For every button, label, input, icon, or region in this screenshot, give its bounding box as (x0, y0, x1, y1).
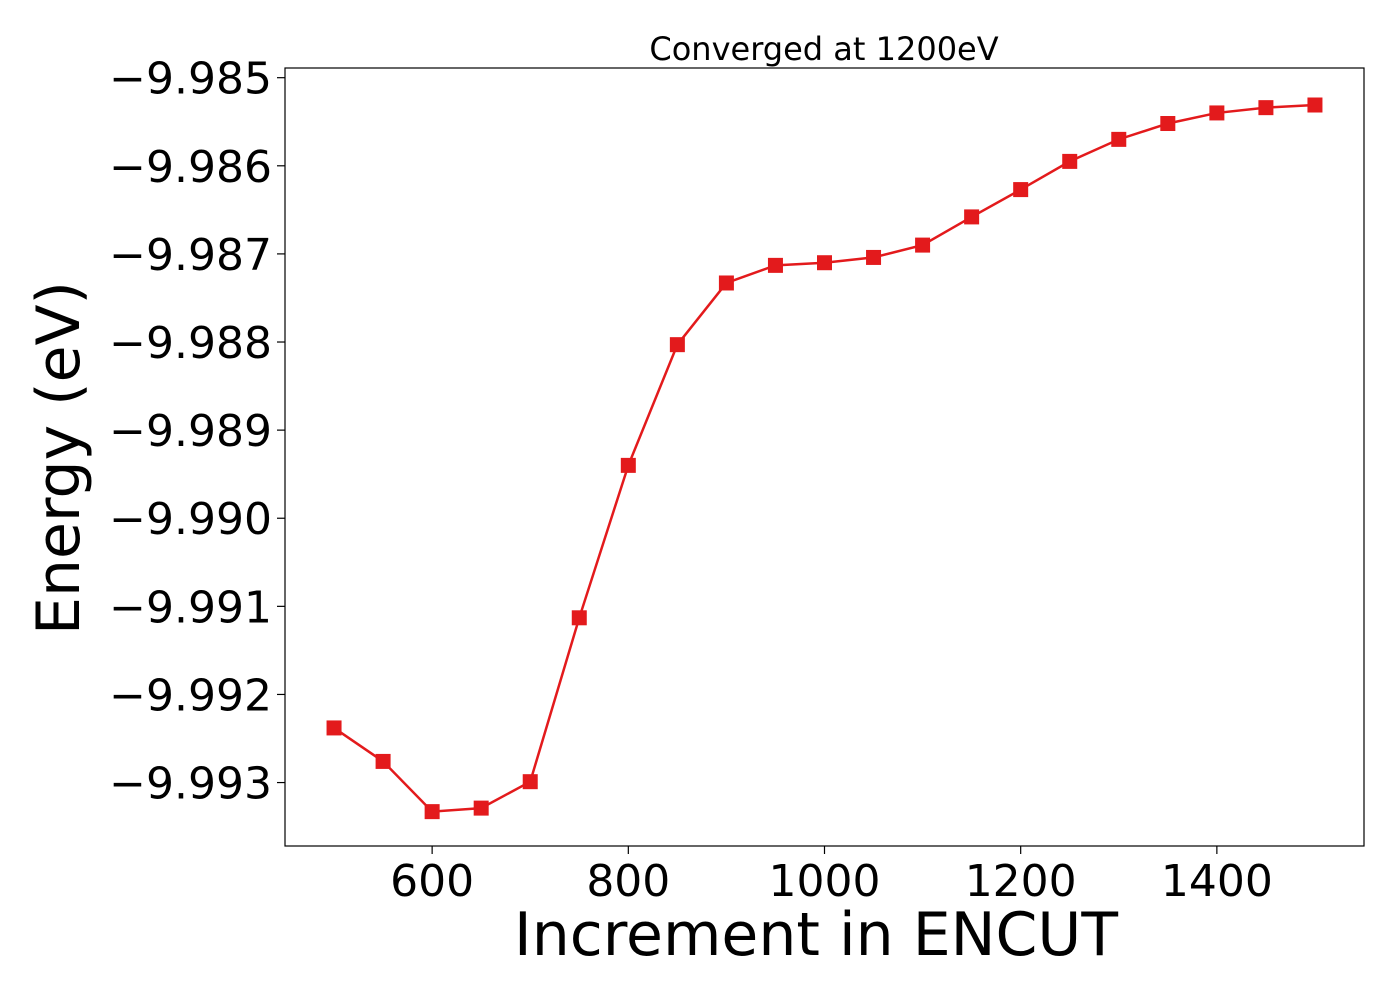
data-point (1209, 105, 1225, 121)
y-axis: −9.985 −9.986 −9.987 −9.988 −9.989 −9.990 −9.9… (109, 54, 285, 810)
y-tick-label: −9.985 (109, 54, 272, 105)
data-point (620, 457, 636, 473)
y-tick-label: −9.991 (109, 582, 272, 633)
y-tick-label: −9.988 (109, 318, 272, 369)
y-tick-label: −9.989 (109, 406, 272, 457)
y-tick-label: −9.986 (109, 142, 272, 193)
data-point (424, 804, 440, 820)
data-point (767, 257, 783, 273)
data-point (1160, 116, 1176, 132)
data-point (522, 774, 538, 790)
y-axis-label: Energy (eV) (24, 281, 94, 635)
x-tick-label: 600 (390, 856, 474, 907)
x-tick-label: 800 (586, 856, 670, 907)
series-layer (326, 97, 1323, 820)
x-axis: 600 800 1000 1200 1400 (390, 846, 1273, 907)
chart-title: Converged at 1200eV (649, 30, 998, 68)
x-tick-label: 1200 (965, 856, 1077, 907)
y-tick-label: −9.987 (109, 230, 272, 281)
series-line (333, 103, 1316, 813)
x-tick-label: 1000 (769, 856, 881, 907)
data-point (718, 275, 734, 291)
data-point (1062, 153, 1078, 169)
data-point (669, 337, 685, 353)
data-point (915, 237, 931, 253)
plot-frame (284, 67, 1365, 847)
data-point (1307, 97, 1323, 113)
x-axis-label: Increment in ENCUT (514, 900, 1118, 970)
data-point (1258, 100, 1274, 116)
data-point (964, 209, 980, 225)
data-point (1013, 182, 1029, 198)
x-tick-label: 1400 (1161, 856, 1273, 907)
data-point (571, 610, 587, 626)
data-point (866, 249, 882, 265)
data-point (326, 720, 342, 736)
y-tick-label: −9.992 (109, 670, 272, 721)
data-point (1111, 131, 1127, 147)
y-tick-label: −9.993 (109, 759, 272, 810)
data-point (375, 753, 391, 769)
data-point (473, 800, 489, 816)
y-tick-label: −9.990 (109, 494, 272, 545)
data-point (817, 255, 832, 271)
